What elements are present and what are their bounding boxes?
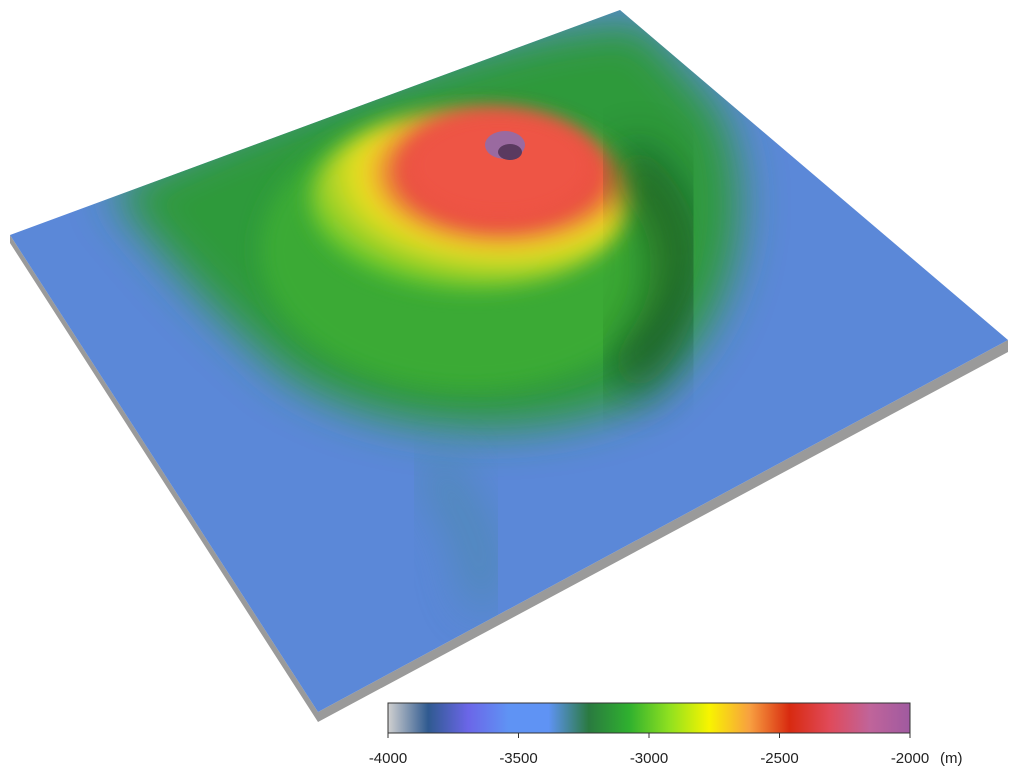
shadow: [603, 140, 702, 399]
summit: [405, 110, 595, 220]
unit-label: (m): [940, 750, 963, 767]
tick-label: -3500: [499, 750, 537, 767]
cone-shadow: [498, 144, 522, 160]
tick-label: -4000: [369, 750, 407, 767]
tick-label: -2000: [891, 750, 929, 767]
tick-label: -2500: [760, 750, 798, 767]
ridge: [413, 448, 503, 617]
tick-label: -3000: [630, 750, 668, 767]
colorbar: [387, 702, 911, 734]
